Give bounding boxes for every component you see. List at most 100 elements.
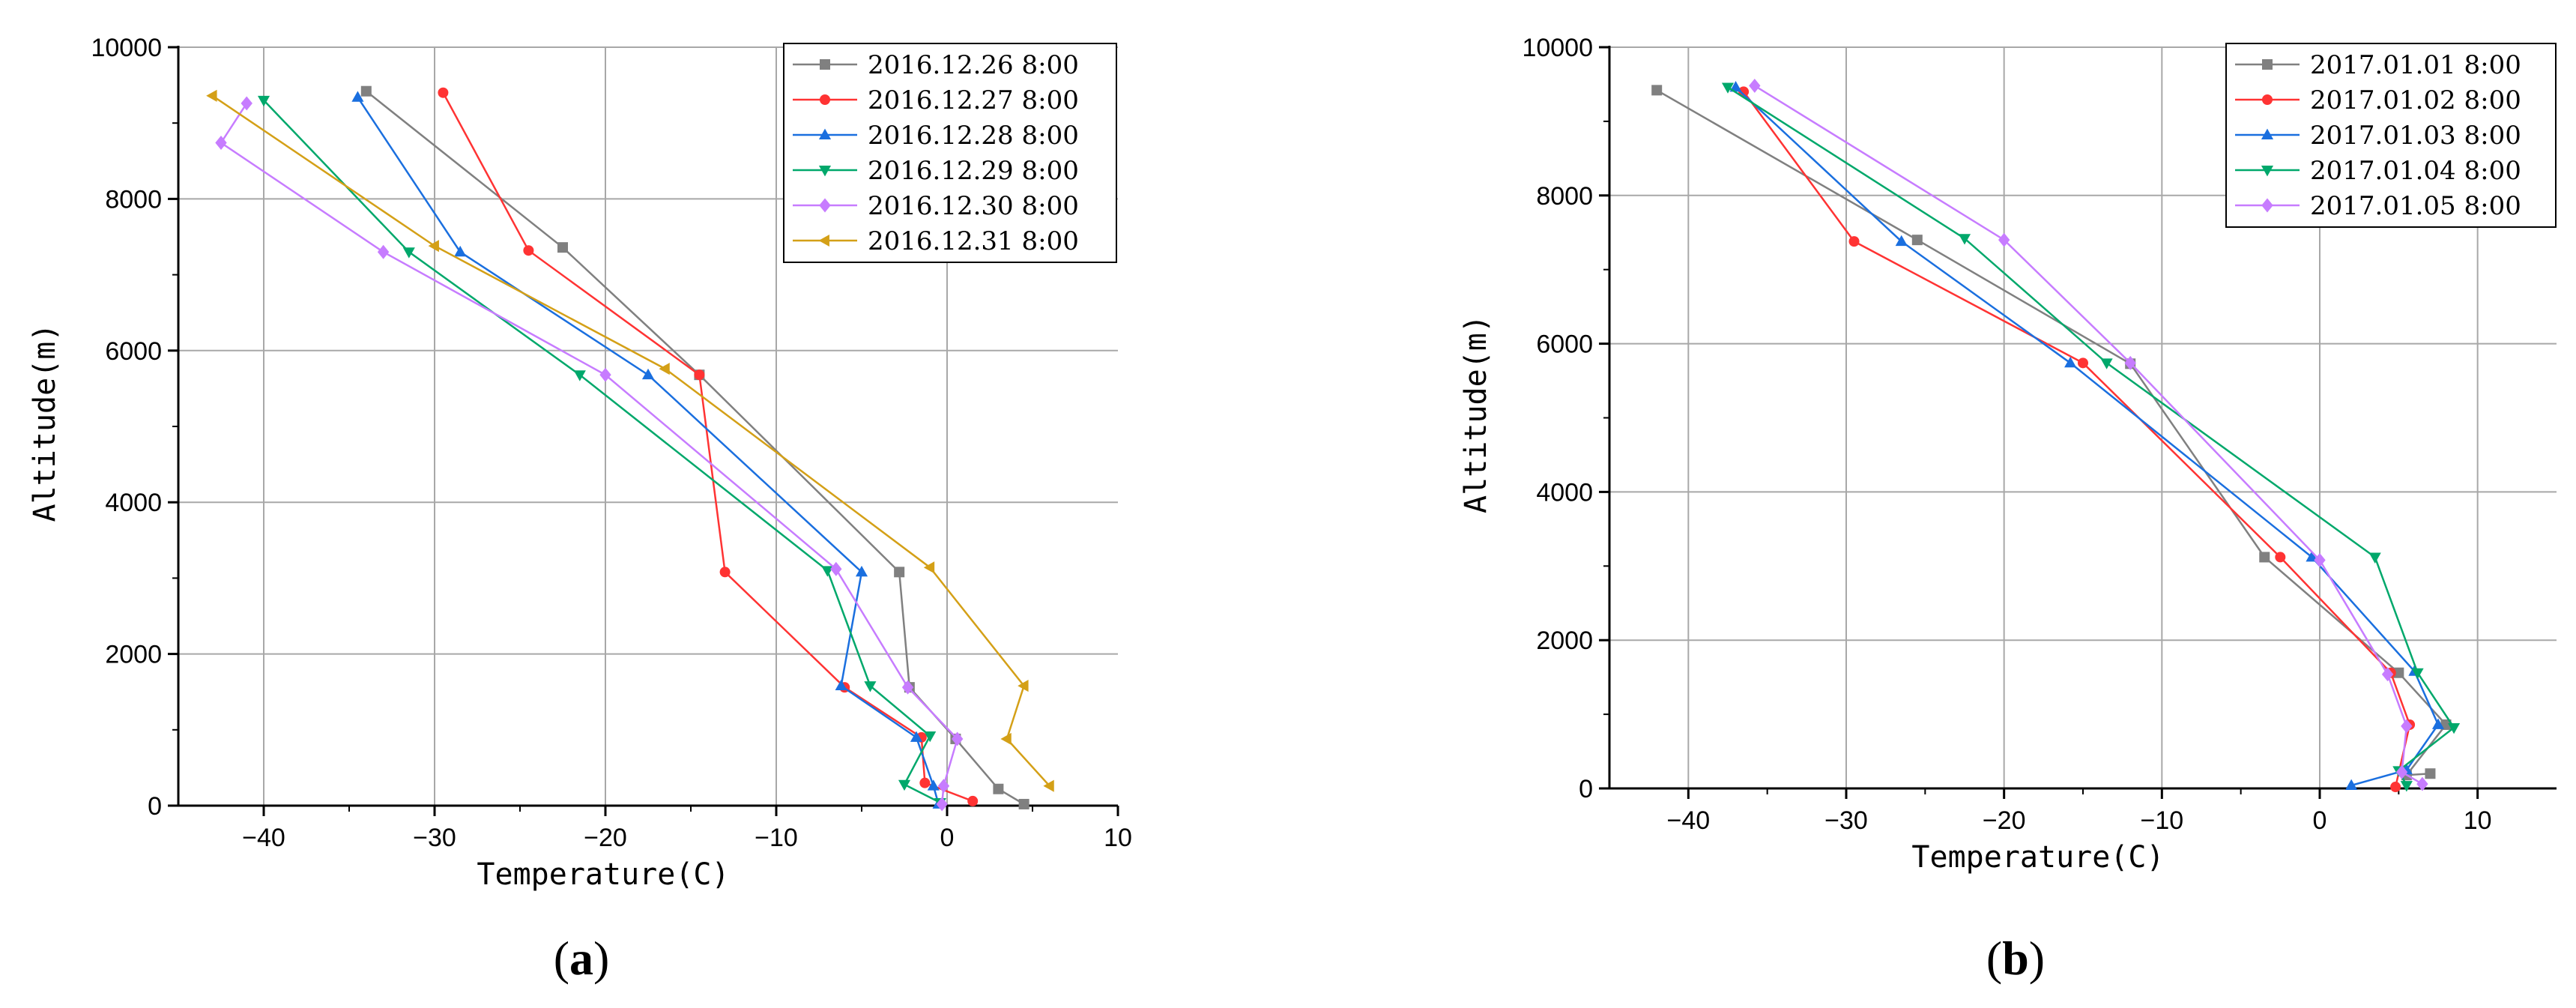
x-tick-label: −10: [755, 824, 798, 852]
series-4: [257, 95, 946, 809]
panel-label-letter: b: [2002, 932, 2029, 985]
legend-box: [783, 43, 1117, 263]
data-point: [2261, 166, 2274, 177]
x-tick-label: 10: [1104, 824, 1132, 852]
data-point: [937, 779, 950, 794]
data-point: [2395, 764, 2408, 779]
series-line: [263, 99, 941, 804]
legend-item: 2017.01.01 8:00: [2235, 50, 2521, 80]
x-tick-label: −20: [1983, 806, 2026, 835]
data-point: [2262, 59, 2273, 70]
data-point: [719, 567, 731, 578]
y-tick-label: 2000: [105, 641, 162, 669]
data-point: [2440, 719, 2452, 730]
series-line: [366, 90, 1025, 806]
x-tick-label: −40: [242, 824, 285, 852]
data-point: [2448, 722, 2461, 734]
data-point: [1721, 82, 1735, 94]
legend-item: 2016.12.29 8:00: [793, 156, 1079, 186]
data-point: [951, 731, 964, 746]
data-point: [919, 777, 931, 788]
series-line: [442, 92, 973, 803]
data-point: [351, 91, 364, 102]
data-point: [855, 565, 868, 577]
data-point: [2425, 768, 2436, 779]
panel-label-open: (: [1986, 932, 2002, 985]
data-point: [2390, 782, 2401, 793]
data-point: [2306, 551, 2318, 562]
legend-item: 2016.12.26 8:00: [793, 50, 1079, 80]
data-point: [215, 136, 227, 150]
y-tick-label: 6000: [105, 337, 162, 366]
x-tick-label: −30: [1824, 806, 1868, 835]
y-axis-label: Altitude(m): [1459, 315, 1493, 513]
y-tick-label: 0: [1579, 775, 1593, 803]
series-6: [206, 89, 1054, 792]
data-point: [523, 245, 534, 256]
data-point: [241, 96, 253, 111]
data-point: [2345, 779, 2358, 790]
panel-label-close: ): [593, 932, 609, 985]
data-point: [927, 779, 940, 791]
legend-item: 2017.01.05 8:00: [2235, 191, 2521, 221]
legend: 2017.01.01 8:00 2017.01.02 8:00 2017.01.03…: [2225, 43, 2557, 228]
data-point: [967, 795, 979, 806]
data-point: [820, 59, 830, 70]
legend-label: 2017.01.02 8:00: [2310, 85, 2521, 115]
chart-panel-b: −40 −30 −20 −10 0 10 0 2000 4000 6000 8000 10000 Tem…: [1459, 34, 2557, 985]
data-point: [2064, 356, 2077, 368]
data-point: [428, 240, 439, 253]
legend-label: 2017.01.05 8:00: [2310, 191, 2521, 221]
data-point: [910, 731, 923, 742]
data-point: [1018, 798, 1030, 809]
series-1: [1651, 85, 2452, 781]
data-point: [894, 567, 905, 578]
data-point: [1729, 81, 1742, 92]
data-point: [830, 561, 842, 576]
data-point: [2261, 128, 2274, 139]
series-5: [1749, 78, 2428, 791]
data-point: [2124, 355, 2136, 370]
data-point: [820, 94, 830, 105]
y-tick-label: 6000: [1536, 331, 1593, 359]
legend-item: 2016.12.28 8:00: [793, 121, 1079, 151]
data-point: [923, 561, 935, 574]
y-tick-label: 2000: [1536, 627, 1593, 655]
x-tick-label: 0: [2313, 806, 2327, 835]
data-point: [936, 797, 948, 812]
chart-panel-a: −40 −30 −20 −10 0 10 0 2000 4000 6000 8000 10000 Tem…: [28, 34, 1132, 985]
series-2: [438, 87, 979, 806]
data-point: [1000, 732, 1012, 745]
data-point: [2381, 667, 2394, 682]
data-point: [1895, 235, 1908, 247]
data-point: [438, 87, 449, 98]
data-point: [898, 779, 911, 791]
data-point: [1998, 232, 2010, 247]
data-point: [1848, 236, 1860, 247]
x-tick-label: −20: [584, 824, 627, 852]
x-tick-label: 10: [2464, 806, 2492, 835]
series-4: [1721, 82, 2461, 792]
data-point: [641, 368, 655, 380]
data-point: [2262, 94, 2273, 105]
legend: 2016.12.26 8:00 2016.12.27 8:00 2016.12.28…: [783, 43, 1117, 263]
data-point: [2314, 552, 2326, 567]
panel-label: (b): [1986, 932, 2045, 985]
data-point: [818, 234, 829, 247]
data-point: [1651, 85, 1663, 96]
data-point: [2411, 668, 2424, 680]
data-point: [2368, 552, 2381, 564]
data-point: [2259, 552, 2270, 563]
series-5: [215, 96, 964, 812]
data-point: [2400, 781, 2413, 792]
x-tick-label: −10: [2140, 806, 2183, 835]
legend-item: 2017.01.02 8:00: [2235, 85, 2521, 115]
data-point: [377, 244, 390, 259]
data-point: [454, 245, 467, 257]
data-point: [2100, 358, 2113, 369]
series-line: [1656, 89, 2448, 776]
y-tick-label: 10000: [91, 34, 162, 62]
series-line: [1735, 86, 2440, 787]
data-point: [206, 89, 217, 102]
legend-item: 2017.01.04 8:00: [2235, 156, 2521, 186]
